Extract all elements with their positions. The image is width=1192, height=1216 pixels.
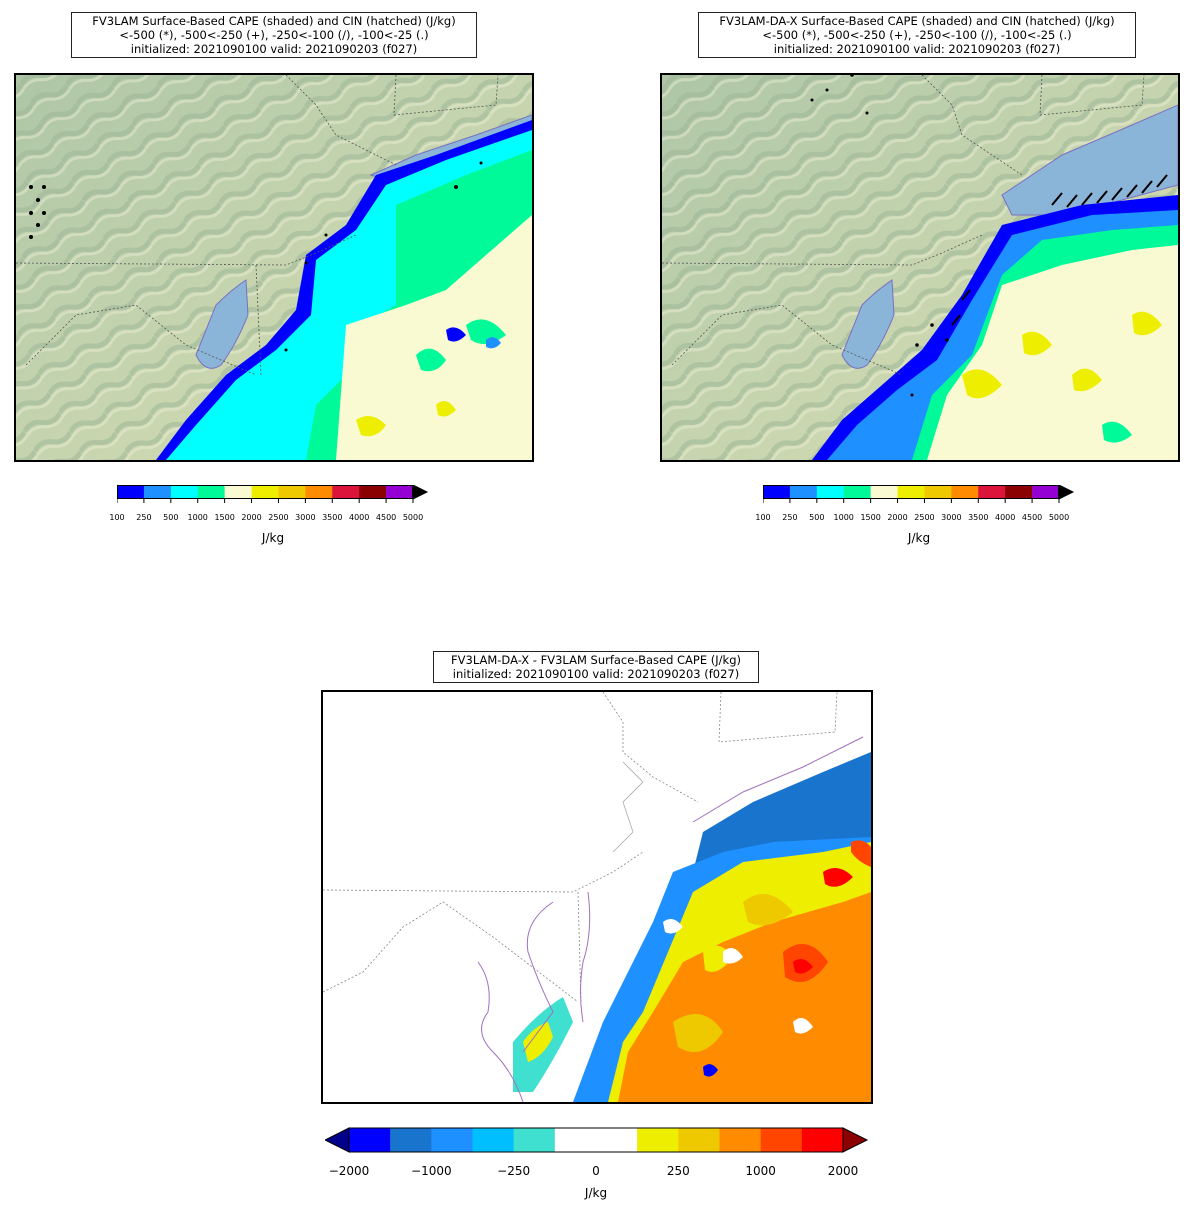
colorbar-swatch [978, 485, 1006, 499]
colorbar-swatch [816, 485, 845, 499]
colorbar-swatch [554, 1128, 597, 1152]
panel3-colorbar: −2000 −1000 −250 0 250 1000 2000 [323, 1126, 869, 1178]
colorbar-tick-label: 500 [809, 513, 825, 522]
colorbar-swatch [897, 485, 925, 499]
colorbar-tick-label: 1000 [187, 513, 208, 522]
colorbar-tick-label: 2000 [241, 513, 262, 522]
panel3-colorbar-label: J/kg [584, 1186, 608, 1200]
colorbar-swatch [143, 485, 172, 499]
panel1-map [14, 73, 534, 462]
panel3-map [321, 690, 873, 1104]
colorbar-outline [763, 485, 1059, 499]
colorbar-tick-label: 4500 [1021, 513, 1043, 522]
colorbar-swatch [224, 485, 252, 499]
colorbar-tick-label: 100 [755, 513, 771, 522]
colorbar-tick-label: 1500 [860, 513, 881, 522]
panel1-title-line2: <-500 (*), -500<-250 (+), -250<-100 (/),… [119, 28, 429, 42]
colorbar-extend-high [842, 1127, 869, 1153]
colorbar-tick-label: 1000 [745, 1164, 776, 1178]
colorbar-swatch [170, 485, 199, 499]
colorbar-outline [117, 485, 413, 499]
colorbar-extend-low [323, 1127, 350, 1153]
panel2-title-line3: initialized: 2021090100 valid: 202109020… [773, 42, 1061, 56]
colorbar-swatch [1005, 485, 1033, 499]
panel1-colorbar: 100 250 500 1000 1500 2000 2500 3000 3500 4000 450… [109, 484, 437, 530]
panel1-colorbar-swatches [116, 484, 429, 503]
colorbar-swatch [678, 1128, 720, 1152]
panel1-colorbar-label: J/kg [261, 531, 285, 545]
colorbar-tick-label: −250 [497, 1164, 531, 1178]
colorbar-tick-label: −1000 [411, 1164, 452, 1178]
panel2-title-line2: <-500 (*), -500<-250 (+), -250<-100 (/),… [762, 28, 1072, 42]
colorbar-swatch [359, 485, 387, 499]
colorbar-swatch [760, 1128, 803, 1152]
colorbar-tick-label: 250 [136, 513, 152, 522]
colorbar-swatch [197, 485, 225, 499]
colorbar-tick-label: 1000 [833, 513, 854, 522]
colorbar-extend-high [412, 484, 429, 500]
colorbar-swatch [472, 1128, 514, 1152]
colorbar-tick-label: 250 [782, 513, 798, 522]
colorbar-swatch [596, 1128, 638, 1152]
colorbar-swatch [305, 485, 333, 499]
colorbar-swatch [251, 485, 279, 499]
colorbar-swatch [390, 1128, 432, 1152]
panel3-colorbar-swatches [323, 1127, 869, 1153]
colorbar-extend-high [1058, 484, 1075, 500]
colorbar-swatch [278, 485, 306, 499]
colorbar-tick-label: 4500 [375, 513, 397, 522]
panel1-colorbar-ticks: 100 250 500 1000 1500 2000 2500 3000 3500 4000 450… [109, 513, 437, 525]
colorbar-swatch [637, 1128, 679, 1152]
colorbar-tick-label: 2000 [827, 1164, 859, 1178]
colorbar-swatch [843, 485, 871, 499]
colorbar-swatch [789, 485, 818, 499]
colorbar-tick-label: −2000 [328, 1164, 370, 1178]
colorbar-tick-label: 1500 [214, 513, 235, 522]
colorbar-tick-label: 0 [592, 1164, 600, 1178]
colorbar-tick-label: 500 [163, 513, 179, 522]
colorbar-tick-label: 2500 [914, 513, 935, 522]
colorbar-tick-label: 5000 [402, 513, 424, 522]
colorbar-swatch [349, 1128, 391, 1152]
colorbar-swatch [719, 1128, 761, 1152]
colorbar-swatch [513, 1128, 556, 1152]
colorbar-outline [348, 1127, 844, 1153]
colorbar-tick-label: 5000 [1048, 513, 1070, 522]
panel3-colorbar-ticks: −2000 −1000 −250 0 250 1000 2000 [325, 1164, 869, 1178]
colorbar-swatch [801, 1128, 844, 1152]
panel3-title-line1: FV3LAM-DA-X - FV3LAM Surface-Based CAPE … [451, 653, 741, 667]
colorbar-tick-label: 3000 [295, 513, 316, 522]
panel2-title: FV3LAM-DA-X Surface-Based CAPE (shaded) … [698, 12, 1136, 58]
panel2-map [660, 73, 1180, 462]
panel3-title-line2: initialized: 2021090100 valid: 202109020… [452, 667, 740, 681]
colorbar-tick-label: 3500 [322, 513, 343, 522]
colorbar-tick-label: 2500 [268, 513, 289, 522]
colorbar-swatch [332, 485, 360, 499]
panel2-colorbar-ticks: 100 250 500 1000 1500 2000 2500 3000 3500 4000 450… [755, 513, 1083, 525]
panel1-title-line3: initialized: 2021090100 valid: 202109020… [130, 42, 418, 56]
panel2-title-line1: FV3LAM-DA-X Surface-Based CAPE (shaded) … [719, 14, 1115, 28]
colorbar-tick-label: 3000 [941, 513, 962, 522]
colorbar-tick-label: 4000 [994, 513, 1016, 522]
panel2-colorbar-label: J/kg [907, 531, 931, 545]
colorbar-swatch [870, 485, 898, 499]
colorbar-tick-label: 2000 [887, 513, 908, 522]
colorbar-swatch [386, 485, 414, 499]
colorbar-swatch [1032, 485, 1060, 499]
panel1-title: FV3LAM Surface-Based CAPE (shaded) and C… [71, 12, 477, 58]
colorbar-tick-label: 4000 [348, 513, 370, 522]
colorbar-tick-label: 100 [109, 513, 125, 522]
colorbar-swatch [763, 485, 791, 499]
colorbar-swatch [431, 1128, 473, 1152]
panel2-colorbar-swatches [762, 484, 1075, 503]
panel2-colorbar: 100 250 500 1000 1500 2000 2500 3000 3500 4000 450… [755, 484, 1083, 530]
colorbar-swatch [117, 485, 145, 499]
colorbar-swatch [951, 485, 979, 499]
panel3-title: FV3LAM-DA-X - FV3LAM Surface-Based CAPE … [433, 651, 759, 683]
colorbar-swatch [924, 485, 952, 499]
panel1-title-line1: FV3LAM Surface-Based CAPE (shaded) and C… [92, 14, 456, 28]
colorbar-tick-label: 3500 [968, 513, 989, 522]
colorbar-tick-label: 250 [666, 1164, 690, 1178]
